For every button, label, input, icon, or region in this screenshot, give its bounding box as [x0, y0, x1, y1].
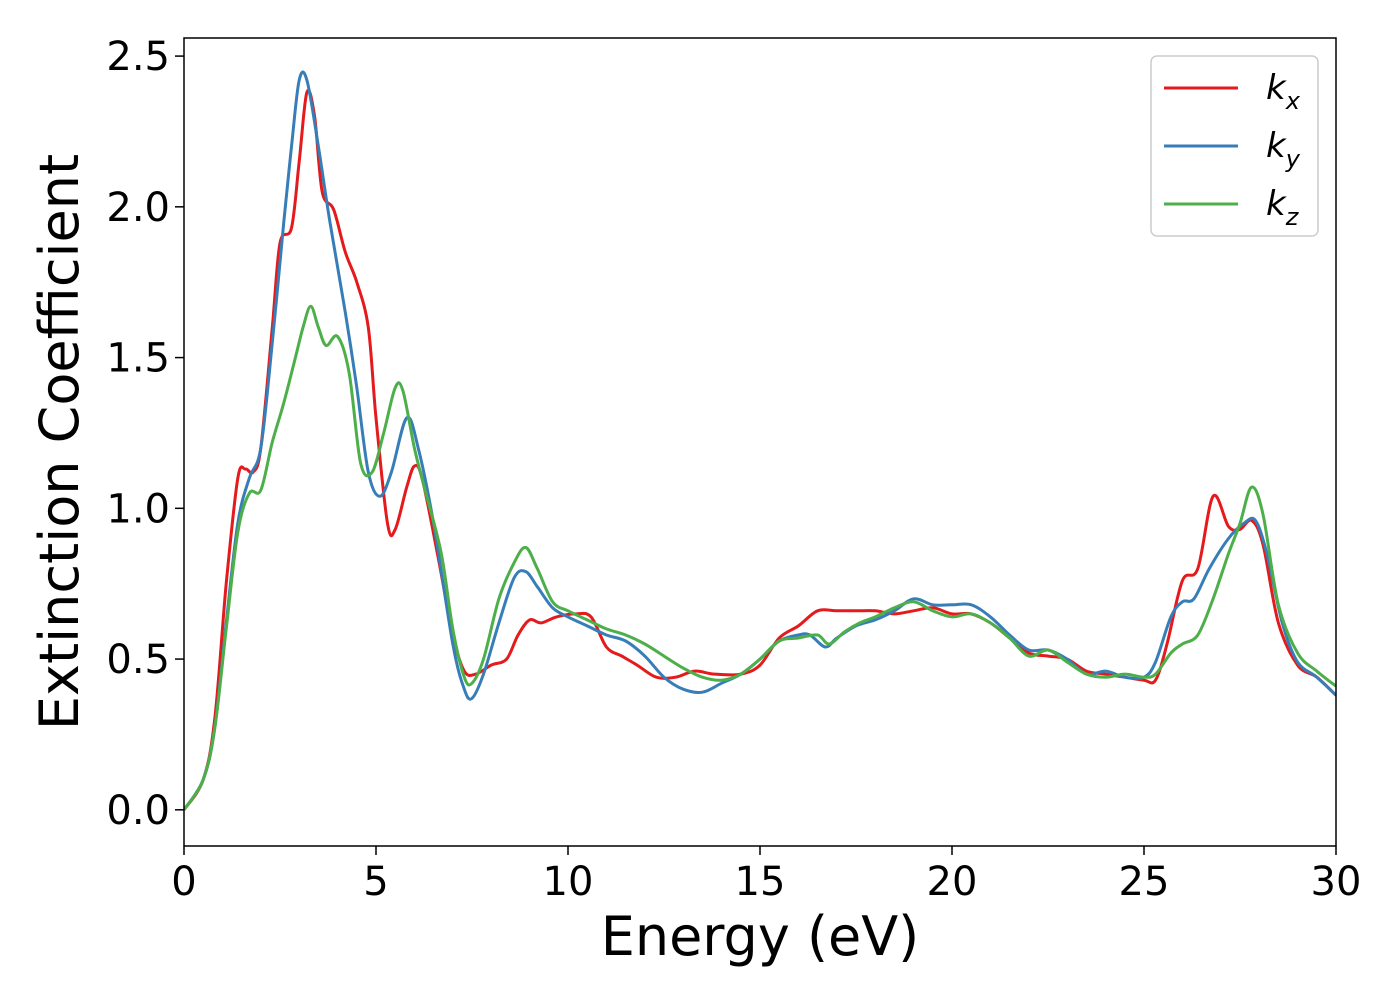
x-tick-label: 5	[363, 859, 388, 905]
y-tick-label: 1.5	[106, 336, 170, 382]
x-tick-label: 0	[171, 859, 196, 905]
y-tick-label: 1.0	[106, 486, 170, 532]
legend-label-subscript: x	[1285, 87, 1301, 115]
y-tick-label: 2.5	[106, 34, 170, 80]
legend-label-y: ky	[1266, 126, 1301, 173]
plot-lines	[184, 70, 1336, 811]
series-line-z	[184, 304, 1336, 811]
legend-label-main: k	[1266, 184, 1287, 224]
legend-label-z: kz	[1266, 184, 1300, 231]
legend-label-subscript: z	[1285, 203, 1300, 231]
x-tick-label: 10	[543, 859, 594, 905]
x-tick-label: 30	[1311, 859, 1362, 905]
y-tick-label: 2.0	[106, 185, 170, 231]
legend-label-main: k	[1266, 126, 1287, 166]
x-tick-label: 20	[927, 859, 978, 905]
legend-label-subscript: y	[1285, 145, 1301, 173]
x-tick-label: 25	[1119, 859, 1170, 905]
y-tick-label: 0.0	[106, 788, 170, 834]
x-axis-title: Energy (eV)	[601, 905, 920, 968]
y-tick-label: 0.5	[106, 637, 170, 683]
x-axis: 0 5 10 15 20 25 30	[171, 846, 1361, 905]
series-line-x	[184, 88, 1336, 811]
y-axis: 0.0 0.5 1.0 1.5 2.0 2.5	[106, 34, 184, 834]
legend-label-x: kx	[1266, 68, 1301, 115]
legend-label-main: k	[1266, 68, 1287, 108]
y-axis-title: Extinction Coefficient	[28, 154, 91, 730]
x-tick-label: 15	[735, 859, 786, 905]
